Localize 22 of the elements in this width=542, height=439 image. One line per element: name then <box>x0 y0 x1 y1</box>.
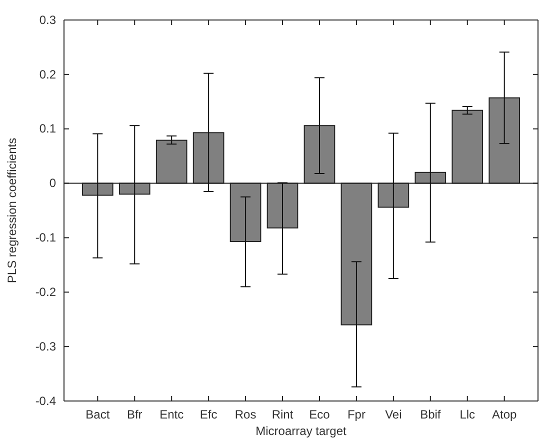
x-tick-label: Fpr <box>347 408 366 422</box>
y-tick-label: -0.1 <box>35 230 56 245</box>
x-tick-label: Ros <box>234 408 256 422</box>
x-tick-label: Bact <box>86 408 110 422</box>
y-tick-label: -0.3 <box>35 339 56 354</box>
y-tick-label: 0 <box>49 176 56 190</box>
x-tick-label: Entc <box>160 408 184 422</box>
x-tick-label: Atop <box>492 408 518 422</box>
y-tick-label: 0.2 <box>39 67 56 82</box>
x-tick-label: Eco <box>309 408 330 422</box>
y-tick-label: 0.3 <box>39 12 56 27</box>
x-axis-title: Microarray target <box>256 424 348 438</box>
x-tick-label: Bbif <box>420 408 442 422</box>
x-tick-label: Llc <box>460 408 476 422</box>
x-tick-label: Efc <box>200 408 218 422</box>
y-axis-title: PLS regression coefficients <box>5 138 19 284</box>
y-tick-label: 0.1 <box>39 122 56 136</box>
y-tick-label: -0.4 <box>35 394 56 408</box>
x-tick-label: Rint <box>272 408 294 422</box>
x-tick-label: Bfr <box>126 408 142 422</box>
y-tick-label: -0.2 <box>35 284 56 299</box>
x-tick-label: Vei <box>385 408 402 422</box>
